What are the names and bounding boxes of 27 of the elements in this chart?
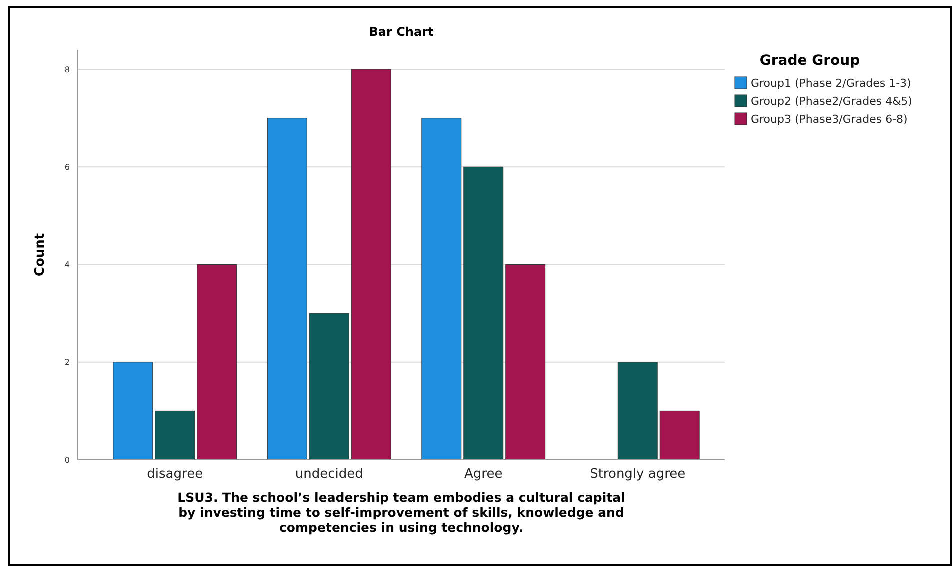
bar	[506, 264, 546, 460]
legend-label: Group1 (Phase 2/Grades 1-3)	[751, 76, 912, 90]
bar	[660, 410, 700, 460]
legend-label: Group3 (Phase3/Grades 6-8)	[751, 112, 908, 126]
bar	[113, 362, 154, 460]
y-tick-label: 2	[64, 358, 70, 368]
legend-title: Grade Group	[760, 53, 860, 69]
y-axis-title: Count	[33, 233, 48, 277]
legend-label: Group2 (Phase2/Grades 4&5)	[751, 94, 912, 108]
bar	[422, 118, 462, 460]
bar	[618, 362, 658, 460]
bar	[351, 69, 392, 460]
x-axis-title: LSU3. The school’s leadership team embodies a cultural capital by investing time to self-improvement of skills, knowledge and competencies in using technology.	[178, 490, 626, 535]
x-tick-label: undecided	[295, 467, 364, 482]
bar	[309, 313, 350, 460]
bar	[155, 410, 196, 460]
x-tick-label: disagree	[147, 467, 204, 482]
y-tick-label: 0	[64, 456, 70, 465]
x-tick-label: Strongly agree	[590, 467, 686, 482]
bar	[464, 166, 504, 460]
chart-title: Bar Chart	[369, 25, 434, 39]
bar	[267, 118, 308, 460]
bar	[197, 264, 238, 460]
y-tick-label: 6	[64, 162, 70, 172]
y-tick-label: 8	[64, 65, 70, 74]
x-tick-label: Agree	[464, 467, 503, 482]
y-tick-label: 4	[64, 260, 70, 270]
